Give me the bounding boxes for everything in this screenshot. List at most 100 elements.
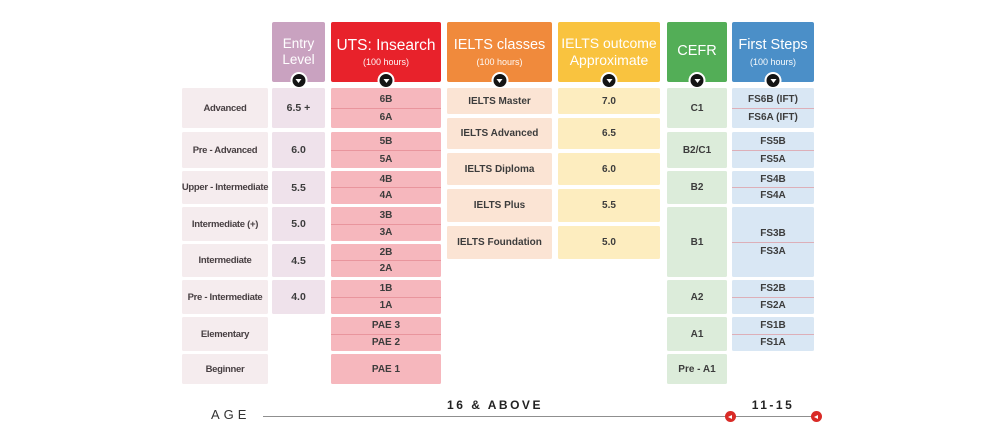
row-label-beginner: Beginner xyxy=(182,354,268,384)
first-steps-block: FS4B FS4A xyxy=(732,171,814,204)
divider xyxy=(331,107,441,109)
row-label-intermediate-plus: Intermediate (+) xyxy=(182,207,268,241)
column-header-ielts-outcome: IELTS outcome Approximate xyxy=(558,22,660,89)
header-title: CEFR xyxy=(677,43,717,60)
header-title: IELTS classes xyxy=(453,37,546,54)
divider xyxy=(732,187,814,188)
uts-course-cell: 4B xyxy=(379,173,393,185)
ielts-class-cell: IELTS Advanced xyxy=(447,118,552,149)
ielts-class-cell: IELTS Master xyxy=(447,88,552,114)
age-axis-line xyxy=(263,416,816,417)
first-steps-course-cell: FS3B xyxy=(760,227,786,239)
chevron-down-icon xyxy=(295,79,302,83)
entry-score-cell: 5.5 xyxy=(272,171,325,204)
divider xyxy=(732,333,814,335)
first-steps-course-cell: FS2B xyxy=(760,282,786,294)
uts-course-block: PAE 3 PAE 2 xyxy=(331,317,441,351)
divider xyxy=(331,187,441,188)
first-steps-block: FS2B FS2A xyxy=(732,280,814,314)
header-subtitle: (100 hours) xyxy=(476,56,523,67)
first-steps-course-cell: FS1B xyxy=(760,319,786,331)
ielts-class-cell: IELTS Plus xyxy=(447,189,552,222)
uts-course-cell: 6B xyxy=(379,93,393,105)
cefr-level-cell: Pre - A1 xyxy=(667,354,727,384)
uts-course-cell: PAE 1 xyxy=(371,363,401,375)
first-steps-block: FS1B FS1A xyxy=(732,317,814,351)
uts-course-cell: PAE 2 xyxy=(371,337,401,349)
uts-course-cell: 1A xyxy=(379,300,393,312)
uts-course-cell: 5B xyxy=(379,135,393,147)
divider xyxy=(732,107,814,109)
first-steps-course-cell: FS4A xyxy=(760,190,786,202)
arrow-left-icon xyxy=(728,414,732,419)
ielts-class-cell: IELTS Foundation xyxy=(447,226,552,259)
cefr-level-cell: A1 xyxy=(667,317,727,351)
cefr-level-cell: B2 xyxy=(667,171,727,204)
column-header-uts-insearch: UTS: Insearch (100 hours) xyxy=(331,22,441,89)
arrow-left-icon xyxy=(814,414,818,419)
entry-score-cell: 4.5 xyxy=(272,244,325,277)
uts-course-block: 1B 1A xyxy=(331,280,441,314)
header-subtitle: (100 hours) xyxy=(749,56,797,67)
header-pointer-badge xyxy=(290,72,307,89)
cefr-level-cell: B1 xyxy=(667,207,727,277)
uts-course-cell: 2A xyxy=(379,263,393,275)
chevron-down-icon xyxy=(770,79,776,83)
row-label-intermediate: Intermediate xyxy=(182,244,268,277)
ielts-class-cell: IELTS Diploma xyxy=(447,153,552,185)
first-steps-course-cell: FS4B xyxy=(760,173,786,185)
divider xyxy=(331,223,441,225)
uts-course-cell: 2B xyxy=(379,246,393,258)
row-label-pre-advanced: Pre - Advanced xyxy=(182,132,268,168)
header-pointer-badge xyxy=(688,72,706,89)
uts-course-block: PAE 1 xyxy=(331,354,441,384)
first-steps-block: FS6B (IFT) FS6A (IFT) xyxy=(732,88,814,128)
ielts-outcome-cell: 5.5 xyxy=(558,189,660,222)
cefr-level-cell: C1 xyxy=(667,88,727,128)
header-title: Entry Level xyxy=(282,36,315,67)
header-pointer-badge xyxy=(764,72,782,89)
chevron-down-icon xyxy=(383,79,389,83)
ielts-outcome-cell: 6.5 xyxy=(558,118,660,149)
header-pointer-badge xyxy=(600,72,618,89)
header-title: UTS: Insearch xyxy=(336,36,436,54)
divider xyxy=(732,241,814,243)
column-header-ielts-classes: IELTS classes (100 hours) xyxy=(447,22,552,89)
first-steps-course-cell: FS6B (IFT) xyxy=(748,93,798,105)
cefr-level-cell: A2 xyxy=(667,280,727,314)
first-steps-block: FS3B FS3A xyxy=(732,207,814,277)
ielts-outcome-cell: 5.0 xyxy=(558,226,660,259)
first-steps-block: FS5B FS5A xyxy=(732,132,814,168)
uts-course-cell: 5A xyxy=(379,153,393,165)
header-title: IELTS outcome Approximate xyxy=(561,35,657,68)
age-marker-icon xyxy=(725,411,736,422)
row-label-advanced: Advanced xyxy=(182,88,268,128)
header-pointer-badge xyxy=(491,72,508,89)
divider xyxy=(732,296,814,298)
uts-course-cell: 3A xyxy=(379,227,393,239)
ielts-outcome-cell: 7.0 xyxy=(558,88,660,114)
entry-score-cell: 6.0 xyxy=(272,132,325,168)
chevron-down-icon xyxy=(606,79,612,83)
divider xyxy=(732,149,814,151)
age-segment-16-above: 16 & ABOVE xyxy=(447,398,543,412)
uts-course-block: 6B 6A xyxy=(331,88,441,128)
uts-course-cell: 3B xyxy=(379,209,393,221)
row-label-pre-intermediate: Pre - Intermediate xyxy=(182,280,268,314)
uts-course-cell: 1B xyxy=(379,282,393,294)
chevron-down-icon xyxy=(496,79,503,83)
uts-course-cell: 6A xyxy=(379,111,393,123)
uts-course-cell: PAE 3 xyxy=(371,319,401,331)
column-header-cefr: CEFR xyxy=(667,22,727,89)
uts-course-cell: 4A xyxy=(379,190,393,202)
uts-course-block: 4B 4A xyxy=(331,171,441,204)
age-axis-label: AGE xyxy=(211,407,251,422)
uts-course-block: 2B 2A xyxy=(331,244,441,277)
uts-course-block: 3B 3A xyxy=(331,207,441,241)
age-segment-11-15: 11-15 xyxy=(751,398,795,412)
age-marker-icon xyxy=(811,411,822,422)
header-title: First Steps xyxy=(738,37,808,54)
first-steps-course-cell: FS2A xyxy=(760,300,786,312)
row-label-elementary: Elementary xyxy=(182,317,268,351)
